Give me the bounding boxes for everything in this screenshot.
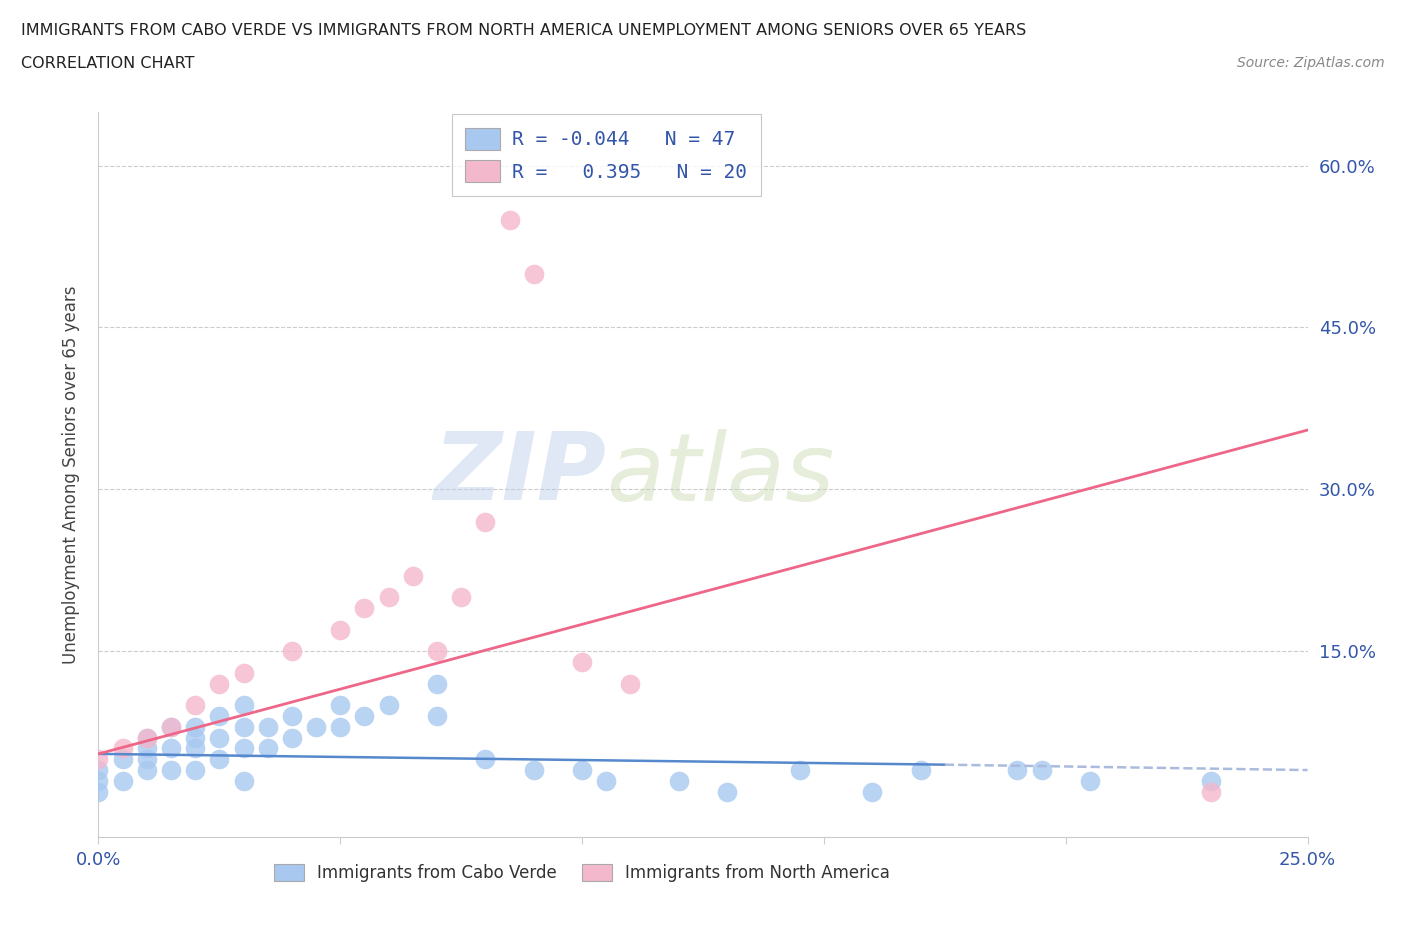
Point — [232, 774, 254, 789]
Point — [160, 763, 183, 777]
Point — [353, 709, 375, 724]
Point — [571, 655, 593, 670]
Point — [619, 676, 641, 691]
Point — [135, 730, 157, 745]
Point — [184, 698, 207, 712]
Point — [1199, 774, 1222, 789]
Point — [281, 730, 304, 745]
Point — [329, 622, 352, 637]
Point — [135, 741, 157, 756]
Point — [184, 763, 207, 777]
Point — [668, 774, 690, 789]
Point — [281, 644, 304, 658]
Text: CORRELATION CHART: CORRELATION CHART — [21, 56, 194, 71]
Legend: Immigrants from Cabo Verde, Immigrants from North America: Immigrants from Cabo Verde, Immigrants f… — [266, 856, 898, 890]
Point — [910, 763, 932, 777]
Point — [281, 709, 304, 724]
Y-axis label: Unemployment Among Seniors over 65 years: Unemployment Among Seniors over 65 years — [62, 286, 80, 663]
Point — [860, 784, 883, 799]
Point — [256, 741, 278, 756]
Point — [160, 720, 183, 735]
Point — [426, 644, 449, 658]
Point — [305, 720, 328, 735]
Point — [523, 266, 546, 281]
Point — [208, 751, 231, 766]
Text: Source: ZipAtlas.com: Source: ZipAtlas.com — [1237, 56, 1385, 70]
Point — [377, 698, 399, 712]
Point — [426, 676, 449, 691]
Point — [353, 601, 375, 616]
Point — [208, 730, 231, 745]
Point — [1007, 763, 1029, 777]
Point — [450, 590, 472, 604]
Text: ZIP: ZIP — [433, 429, 606, 520]
Point — [111, 751, 134, 766]
Point — [426, 709, 449, 724]
Point — [377, 590, 399, 604]
Point — [160, 741, 183, 756]
Point — [1078, 774, 1101, 789]
Point — [135, 763, 157, 777]
Point — [135, 751, 157, 766]
Point — [87, 774, 110, 789]
Point — [523, 763, 546, 777]
Point — [232, 666, 254, 681]
Point — [498, 212, 520, 227]
Point — [184, 720, 207, 735]
Point — [402, 568, 425, 583]
Point — [87, 763, 110, 777]
Point — [1199, 784, 1222, 799]
Point — [716, 784, 738, 799]
Point — [87, 784, 110, 799]
Point — [595, 774, 617, 789]
Point — [329, 698, 352, 712]
Point — [184, 741, 207, 756]
Point — [256, 720, 278, 735]
Point — [111, 741, 134, 756]
Point — [208, 709, 231, 724]
Text: IMMIGRANTS FROM CABO VERDE VS IMMIGRANTS FROM NORTH AMERICA UNEMPLOYMENT AMONG S: IMMIGRANTS FROM CABO VERDE VS IMMIGRANTS… — [21, 23, 1026, 38]
Point — [1031, 763, 1053, 777]
Point — [474, 514, 496, 529]
Text: atlas: atlas — [606, 429, 835, 520]
Point — [474, 751, 496, 766]
Point — [208, 676, 231, 691]
Point — [789, 763, 811, 777]
Point — [232, 720, 254, 735]
Point — [160, 720, 183, 735]
Point — [232, 698, 254, 712]
Point — [232, 741, 254, 756]
Point — [111, 774, 134, 789]
Point — [329, 720, 352, 735]
Point — [571, 763, 593, 777]
Point — [135, 730, 157, 745]
Point — [184, 730, 207, 745]
Point — [87, 751, 110, 766]
